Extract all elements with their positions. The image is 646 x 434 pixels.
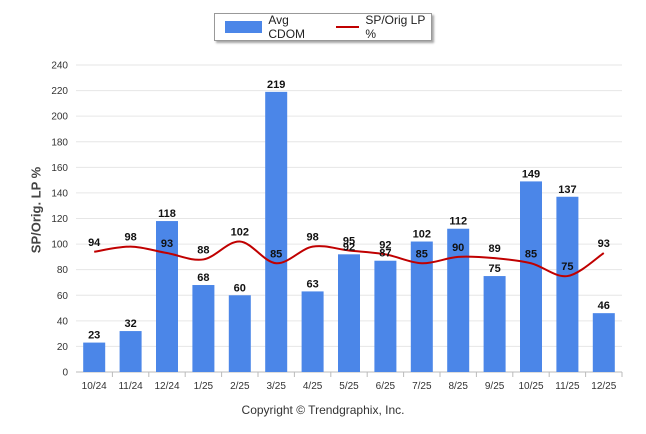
x-tick-label: 6/25 — [376, 381, 396, 392]
bar — [374, 260, 397, 372]
y-tick-label: 0 — [62, 368, 68, 379]
x-tick-label: 10/24 — [82, 381, 107, 392]
bar-data-label: 137 — [558, 184, 576, 196]
x-tick-label: 8/25 — [448, 381, 468, 392]
y-tick-label: 40 — [57, 316, 69, 327]
y-tick-label: 20 — [57, 342, 69, 353]
x-tick-label: 5/25 — [339, 381, 359, 392]
line-data-label: 88 — [197, 244, 209, 256]
line-data-label: 85 — [416, 248, 428, 260]
line-data-label: 95 — [343, 235, 355, 247]
x-tick-label: 3/25 — [266, 381, 286, 392]
bar — [265, 91, 288, 373]
y-tick-label: 120 — [51, 214, 68, 225]
x-tick-label: 7/25 — [412, 381, 432, 392]
bars — [83, 91, 615, 373]
bar — [410, 241, 433, 372]
line-data-label: 98 — [306, 232, 318, 244]
y-tick-label: 160 — [51, 163, 68, 174]
bar-data-label: 92 — [343, 241, 355, 253]
bar — [156, 221, 178, 372]
y-tick-label: 100 — [51, 240, 68, 251]
legend-item-sp-orig[interactable]: SP/Orig LP % — [336, 13, 431, 41]
y-tick-label: 180 — [51, 137, 68, 148]
y-tick-label: 60 — [57, 291, 69, 302]
legend-swatch-bar — [225, 21, 263, 33]
line-data-label: 89 — [488, 243, 500, 255]
copyright-footer: Copyright © Trendgraphix, Inc. — [241, 403, 405, 417]
x-tick-label: 12/25 — [591, 381, 616, 392]
x-tick-label: 9/25 — [485, 381, 505, 392]
bar-data-label: 46 — [598, 300, 610, 312]
legend-label-avg-cdom: Avg CDOM — [268, 13, 306, 41]
x-tick-label: 2/25 — [230, 381, 250, 392]
legend-swatch-line — [336, 26, 360, 28]
line-data-label: 90 — [452, 242, 464, 254]
bar-data-label: 63 — [306, 278, 318, 290]
y-axis-label: SP/Orig. LP % — [28, 166, 44, 254]
y-tick-label: 200 — [51, 112, 68, 123]
bar-data-label: 87 — [379, 248, 391, 260]
bar — [228, 295, 251, 372]
bar — [119, 331, 142, 372]
bar-data-label: 75 — [488, 263, 500, 275]
bar — [192, 285, 215, 372]
bar — [556, 196, 579, 372]
y-tick-label: 140 — [51, 188, 68, 199]
bar — [338, 254, 360, 372]
bar-data-label: 68 — [197, 272, 209, 284]
y-tick-label: 80 — [57, 265, 69, 276]
bar — [447, 228, 470, 372]
y-tick-label: 240 — [51, 61, 68, 72]
line-data-label: 92 — [379, 239, 391, 251]
line-data-label: 85 — [270, 248, 282, 260]
bar-data-label: 23 — [88, 330, 100, 342]
legend-label-sp-orig: SP/Orig LP % — [365, 13, 426, 41]
bar-data-label: 32 — [124, 318, 136, 330]
line-data-label: 102 — [231, 227, 249, 239]
line-series — [94, 240, 605, 278]
bar-data-label: 60 — [234, 282, 246, 294]
bar-data-label: 219 — [267, 79, 285, 91]
bar — [483, 276, 506, 372]
bar-data-label: 118 — [158, 208, 176, 220]
line-path — [94, 240, 605, 278]
y-tick-label: 220 — [51, 86, 68, 97]
x-tick-label: 11/25 — [555, 381, 580, 392]
line-data-label: 93 — [598, 238, 610, 250]
bar — [301, 291, 324, 372]
bar-data-label: 112 — [449, 216, 467, 228]
line-data-label: 75 — [561, 261, 573, 273]
x-tick-label: 1/25 — [194, 381, 214, 392]
bar — [520, 181, 542, 372]
line-data-label: 85 — [525, 248, 537, 260]
x-tick-label: 10/25 — [518, 381, 543, 392]
line-data-label: 93 — [161, 238, 173, 250]
x-axis: 10/24 11/24 12/24 1/25 2/25 3/25 4/25 5/25 6/25 7… — [82, 372, 623, 392]
bar — [83, 342, 106, 372]
legend-item-avg-cdom[interactable]: Avg CDOM — [225, 13, 322, 41]
y-axis: 0 20 40 60 80 100 120 140 160 180 200 220 240 — [51, 61, 68, 379]
x-tick-label: 11/24 — [118, 381, 143, 392]
line-data-label: 94 — [88, 237, 101, 249]
bar-data-label: 149 — [522, 168, 540, 180]
x-tick-label: 12/24 — [154, 381, 179, 392]
line-data-label: 98 — [124, 232, 136, 244]
legend[interactable]: Avg CDOM SP/Orig LP % — [214, 13, 432, 41]
bar-data-label: 102 — [413, 229, 431, 241]
x-tick-label: 4/25 — [303, 381, 323, 392]
bar — [592, 313, 615, 372]
